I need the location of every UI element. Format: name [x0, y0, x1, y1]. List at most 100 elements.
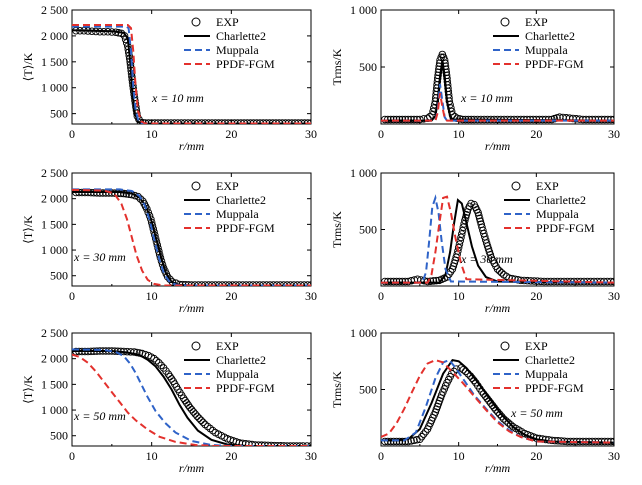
data-point-exp — [193, 412, 201, 420]
data-point-exp — [386, 277, 395, 286]
chart-panel-2: 0 10 20 30 500 1 000 r/mm Trms/K EXPCharlette2Mu… — [330, 3, 620, 153]
x-axis-label: r/mm — [179, 461, 205, 475]
legend-label-ppdf-fgm: PPDF-FGM — [216, 57, 275, 71]
x-tick-label: 30 — [608, 449, 620, 463]
data-point-exp — [395, 437, 404, 446]
panel-annotation: x = 50 mm — [73, 409, 126, 423]
data-point-exp — [134, 192, 142, 201]
x-tick-label: 30 — [305, 449, 317, 463]
data-point-exp — [191, 410, 200, 418]
data-point-exp — [458, 226, 467, 235]
data-point-exp — [401, 277, 410, 286]
series-line-ppdf-fgm — [72, 353, 311, 446]
data-point-exp — [135, 349, 144, 357]
panel-annotation: x = 50 mm — [510, 406, 563, 420]
x-tick-label: 10 — [453, 127, 465, 141]
data-point-exp — [395, 115, 404, 124]
legend-label-ppdf-fgm: PPDF-FGM — [536, 221, 595, 235]
y-tick-label: 500 — [359, 383, 377, 397]
x-axis-label: r/mm — [179, 301, 205, 315]
data-point-exp — [398, 115, 407, 124]
data-point-exp — [130, 348, 138, 356]
legend-label-muppala: Muppala — [216, 207, 259, 221]
data-point-exp — [440, 56, 449, 64]
y-axis-label: Trms/K — [330, 211, 344, 248]
data-point-exp — [404, 115, 412, 124]
x-axis-label: r/mm — [179, 139, 205, 153]
y-tick-label: 1 000 — [350, 3, 377, 17]
data-point-exp — [186, 403, 194, 412]
data-point-exp — [467, 199, 475, 208]
y-tick-label: 1 000 — [41, 81, 68, 95]
data-point-exp — [392, 277, 401, 286]
legend-marker-exp — [191, 181, 201, 191]
series-line-ppdf-fgm — [381, 359, 614, 444]
y-tick-label: 500 — [50, 269, 68, 283]
data-point-exp — [398, 437, 407, 446]
x-tick-label: 20 — [530, 127, 542, 141]
x-tick-label: 0 — [378, 449, 384, 463]
chart-panel-4: 0 10 20 30 500 1 000 r/mm Trms/K EXPCharlette2Mu… — [330, 166, 620, 315]
x-tick-label: 20 — [530, 289, 542, 303]
series-exp-markers — [72, 188, 311, 286]
legend-label-charlette2: Charlette2 — [216, 193, 266, 207]
data-point-exp — [189, 408, 198, 416]
data-point-exp — [182, 399, 191, 407]
data-point-exp — [504, 419, 513, 427]
legend-label-exp: EXP — [216, 339, 239, 353]
x-axis-label: r/mm — [485, 301, 511, 315]
data-point-exp — [416, 115, 424, 124]
y-tick-label: 500 — [50, 429, 68, 443]
data-point-exp — [389, 437, 398, 446]
y-tick-label: 2 500 — [41, 3, 68, 17]
y-tick-label: 500 — [50, 107, 68, 121]
series-line-charlette2 — [72, 29, 311, 124]
data-point-exp — [289, 442, 298, 446]
data-point-exp — [384, 277, 392, 286]
data-point-exp — [209, 426, 217, 435]
data-point-exp — [401, 437, 410, 446]
x-axis-label: r/mm — [485, 139, 511, 153]
y-tick-label: 2 500 — [41, 326, 68, 340]
y-tick-label: 500 — [359, 60, 377, 74]
y-tick-label: 1 500 — [41, 217, 68, 231]
y-tick-label: 1 500 — [41, 55, 68, 69]
series-exp-markers — [72, 26, 311, 124]
data-point-exp — [392, 115, 401, 124]
x-tick-label: 30 — [305, 127, 317, 141]
data-point-exp — [384, 115, 392, 124]
legend-label-muppala: Muppala — [536, 207, 579, 221]
y-axis-label: ⟨T⟩/K — [21, 375, 35, 404]
data-point-exp — [99, 189, 107, 197]
legend-label-muppala: Muppala — [216, 43, 259, 57]
series-line-muppala — [381, 358, 614, 444]
chart-panel-6: 0 10 20 30 500 1 000 r/mm Trms/K EXPCharlette2Mu… — [330, 326, 620, 475]
data-point-exp — [423, 277, 432, 286]
y-tick-label: 1 000 — [41, 403, 68, 417]
data-point-exp — [150, 354, 158, 363]
series-exp-markers — [72, 347, 311, 446]
x-tick-label: 10 — [146, 127, 158, 141]
series-line-charlette2 — [381, 60, 614, 122]
x-tick-label: 0 — [378, 127, 384, 141]
data-point-exp — [407, 115, 415, 124]
data-point-exp — [457, 233, 465, 242]
y-axis-label: ⟨T⟩/K — [21, 215, 35, 244]
legend-label-ppdf-fgm: PPDF-FGM — [525, 57, 584, 71]
x-tick-label: 0 — [69, 449, 75, 463]
x-tick-label: 0 — [69, 289, 75, 303]
series-line-charlette2 — [381, 198, 614, 284]
chart-panel-3: 0 10 20 30 500 1 000 1 500 2 000 2 500 r/mm ⟨T⟩/K E… — [21, 166, 317, 315]
y-axis-label: ⟨T⟩/K — [21, 52, 35, 81]
data-point-exp — [495, 267, 504, 275]
series-line-muppala — [381, 194, 614, 284]
data-point-exp — [195, 414, 203, 423]
legend-label-exp: EXP — [216, 179, 239, 193]
data-point-exp — [610, 277, 614, 286]
legend-marker-exp — [500, 17, 510, 27]
data-point-exp — [184, 401, 193, 409]
